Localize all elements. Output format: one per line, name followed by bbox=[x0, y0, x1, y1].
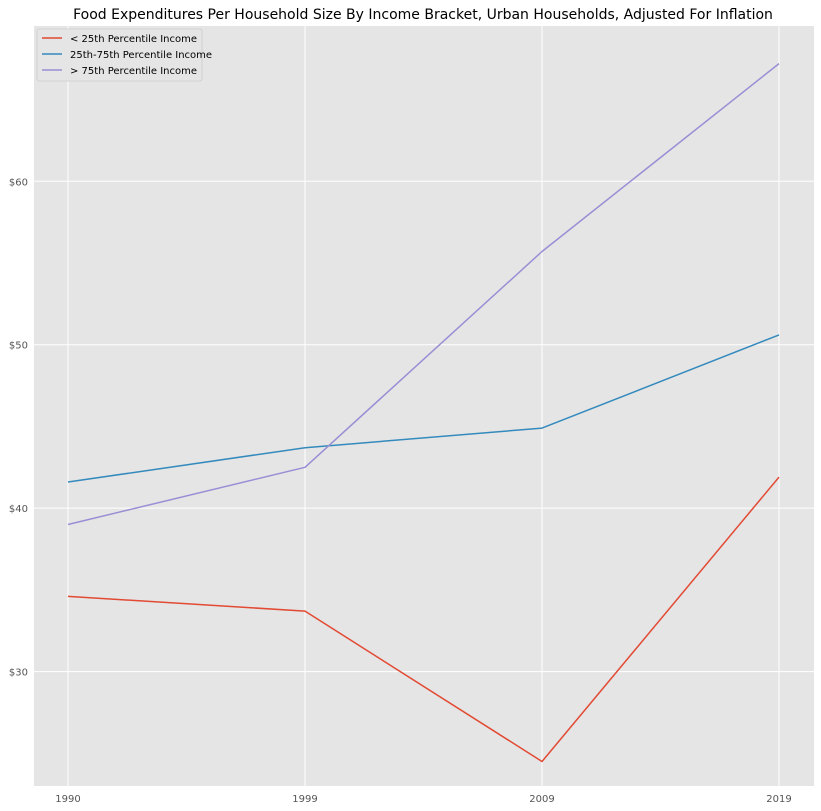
y-tick-label: $60 bbox=[9, 177, 28, 188]
series-line-2 bbox=[67, 334, 780, 483]
x-tick-label: 1990 bbox=[55, 794, 80, 805]
x-axis-ticks: 1990 1999 2009 2019 bbox=[55, 794, 791, 805]
series-lines bbox=[67, 63, 780, 763]
chart-title: Food Expenditures Per Household Size By … bbox=[73, 7, 773, 23]
plot-area bbox=[34, 26, 814, 786]
legend-label: 25th-75th Percentile Income bbox=[70, 50, 212, 61]
x-tick-label: 2009 bbox=[529, 794, 554, 805]
y-tick-label: $40 bbox=[9, 504, 28, 515]
x-tick-label: 2019 bbox=[766, 794, 791, 805]
grid bbox=[34, 26, 814, 786]
legend-label: > 75th Percentile Income bbox=[70, 66, 197, 77]
series-line-1 bbox=[67, 476, 780, 763]
legend: < 25th Percentile Income 25th-75th Percen… bbox=[36, 28, 212, 82]
legend-box bbox=[36, 28, 203, 82]
y-axis-ticks: $30 $40 $50 $60 bbox=[9, 177, 28, 678]
x-tick-label: 1999 bbox=[292, 794, 317, 805]
series-line-3 bbox=[67, 63, 780, 526]
y-tick-label: $50 bbox=[9, 341, 28, 352]
legend-label: < 25th Percentile Income bbox=[70, 34, 197, 45]
y-tick-label: $30 bbox=[9, 668, 28, 679]
